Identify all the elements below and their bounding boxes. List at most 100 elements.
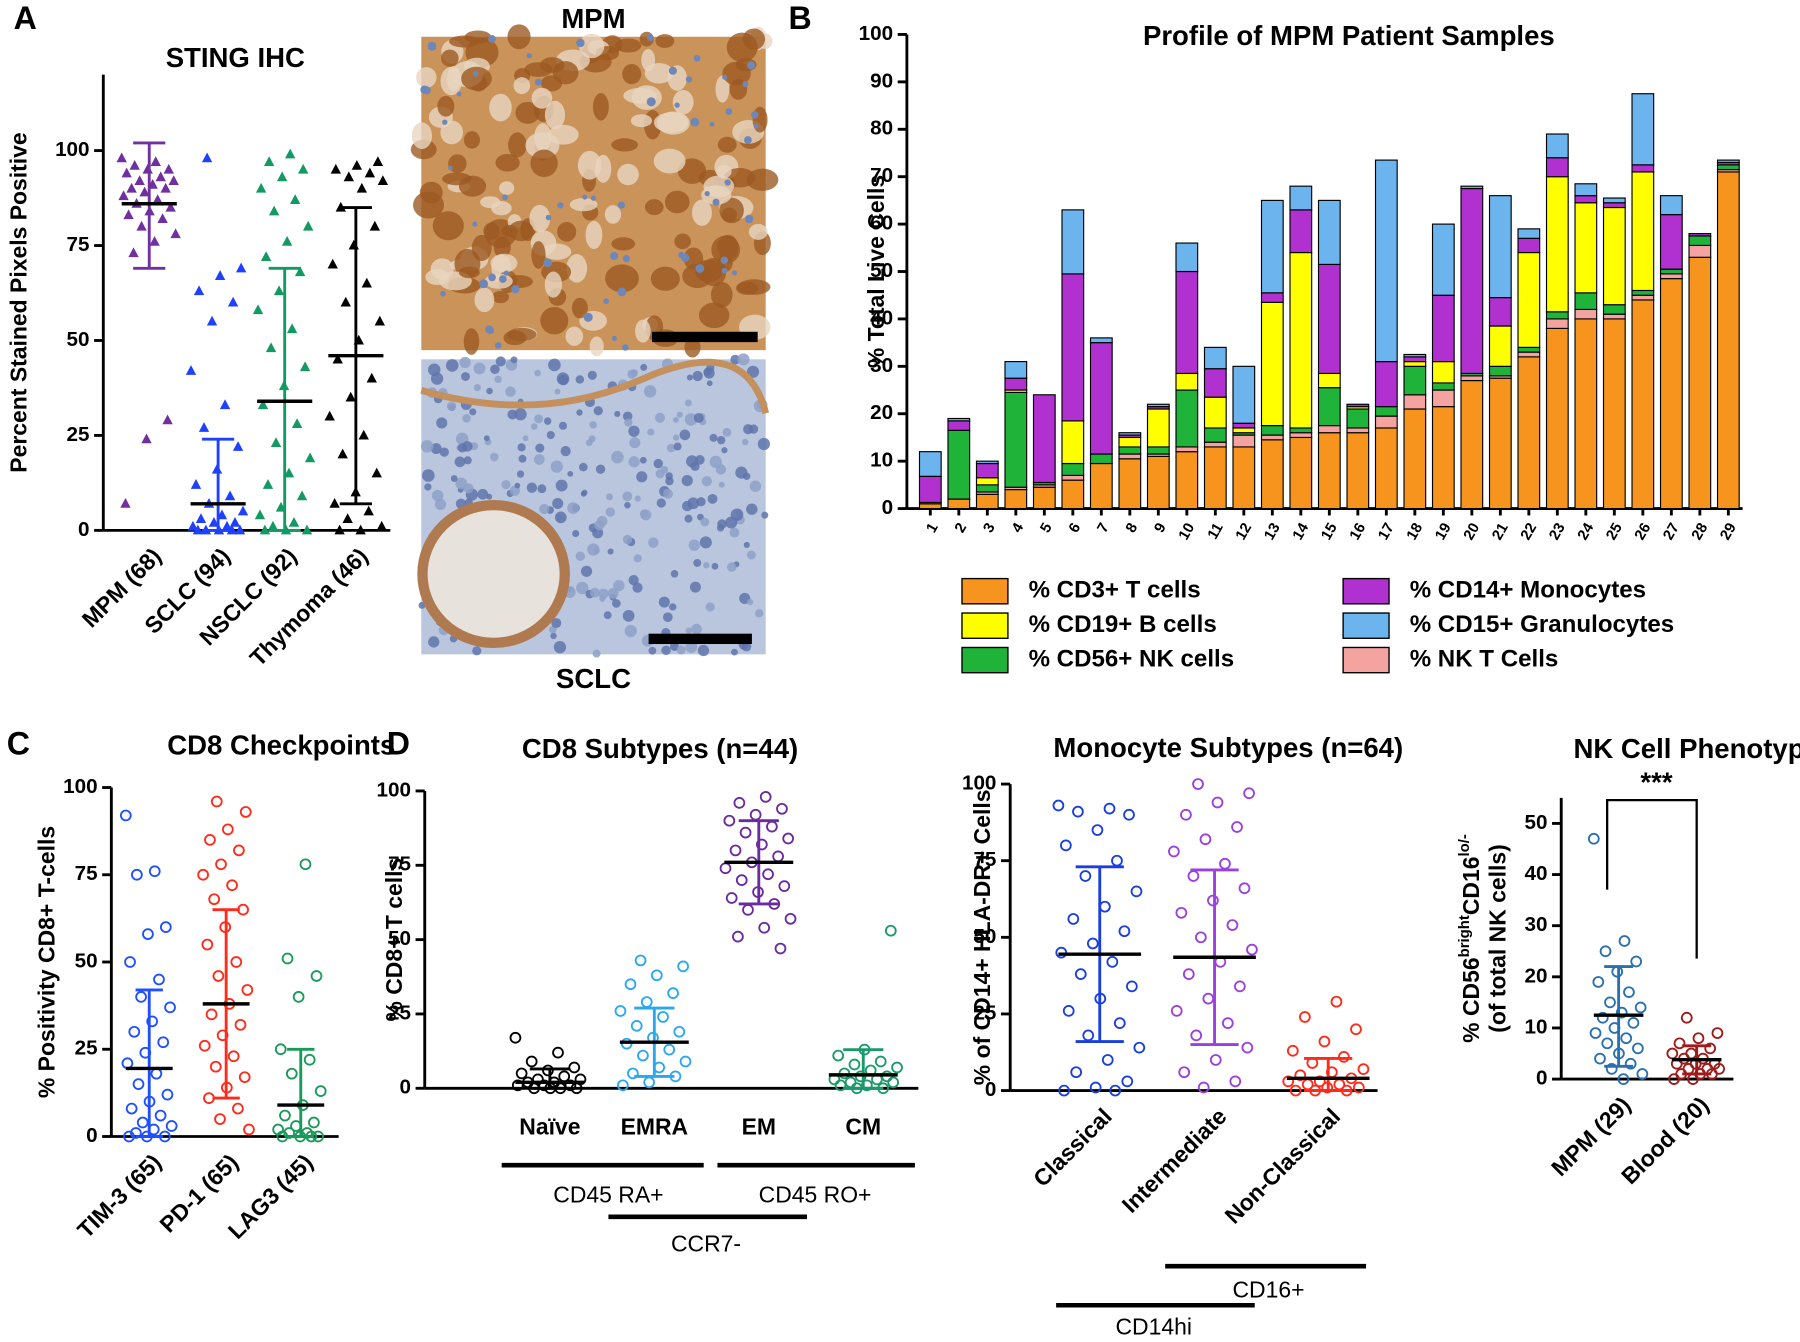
nucleus: [722, 427, 732, 437]
data-point: [1133, 1041, 1146, 1054]
nucleus: [673, 442, 682, 451]
data-point: [1197, 1081, 1210, 1094]
nucleus: [663, 488, 673, 499]
nucleus: [668, 66, 677, 75]
data-point: [136, 1116, 149, 1129]
cell: [737, 279, 771, 295]
bar-segment: [1403, 365, 1427, 396]
y-tick-label: 0: [1536, 1067, 1548, 1090]
data-point: [252, 304, 264, 315]
data-point: [729, 844, 742, 857]
nucleus: [742, 438, 749, 446]
data-point: [1330, 995, 1343, 1008]
data-point: [1103, 802, 1116, 815]
nucleus: [537, 484, 547, 494]
data-point: [285, 148, 296, 159]
bar-segment: [1317, 432, 1341, 510]
nucleus: [554, 388, 561, 395]
bar-segment: [1203, 368, 1227, 398]
data-point: [121, 167, 132, 178]
nucleus: [501, 480, 511, 490]
bar-segment: [1659, 268, 1683, 275]
data-point: [627, 1067, 639, 1080]
nucleus: [612, 599, 621, 608]
error-bar: [529, 1067, 570, 1090]
data-point: [118, 190, 129, 201]
nucleus: [643, 385, 657, 398]
data-point: [330, 163, 341, 174]
data-point: [515, 1067, 528, 1080]
panel-label: A: [14, 0, 37, 36]
y-tick-label: 25: [388, 1001, 411, 1024]
y-axis-label: (of total NK cells): [1484, 844, 1510, 1033]
nucleus: [610, 251, 619, 261]
data-point: [198, 422, 210, 432]
cell: [672, 89, 694, 115]
data-point: [1246, 943, 1258, 956]
data-point: [1618, 935, 1631, 947]
data-point: [1620, 1032, 1633, 1045]
nucleus: [684, 514, 693, 523]
x-tick-label: 12: [1232, 520, 1255, 543]
x-tick-label: 2: [951, 520, 970, 536]
data-point: [126, 182, 137, 193]
nucleus: [743, 472, 751, 480]
data-point: [234, 1018, 247, 1031]
y-tick-label: 70: [870, 164, 893, 187]
nucleus: [729, 527, 740, 538]
y-tick-label: 0: [78, 518, 90, 541]
cell: [577, 150, 602, 180]
cell: [531, 87, 553, 109]
data-point: [630, 1019, 643, 1032]
data-point: [141, 433, 152, 444]
data-point: [263, 156, 275, 167]
cell: [501, 224, 519, 237]
error-bar: [843, 1048, 884, 1090]
data-point: [334, 524, 345, 535]
nucleus: [746, 598, 754, 606]
data-point: [848, 1058, 861, 1071]
bar-segment: [1403, 394, 1427, 410]
y-tick-label: 60: [870, 212, 893, 235]
nucleus: [516, 470, 525, 478]
nucleus: [692, 370, 703, 382]
x-tick-label: 4: [1008, 519, 1027, 535]
nucleus: [748, 424, 759, 434]
data-point: [509, 1031, 522, 1044]
nucleus: [753, 123, 759, 129]
nucleus: [705, 602, 715, 612]
legend-label: % CD14+ Monocytes: [1410, 577, 1646, 604]
data-point: [1318, 1035, 1331, 1048]
data-point: [206, 315, 218, 326]
data-point: [723, 814, 736, 827]
cell: [622, 63, 642, 85]
nucleus: [539, 503, 550, 515]
data-point: [739, 826, 752, 839]
nucleus: [534, 454, 545, 465]
nucleus: [530, 423, 538, 430]
bar-segment: [1460, 185, 1484, 190]
nucleus: [646, 34, 654, 42]
x-tick-label: 16: [1346, 520, 1369, 543]
bar-segment: [1203, 396, 1227, 429]
data-point: [224, 490, 236, 501]
cell: [719, 197, 744, 224]
data-point: [193, 285, 205, 296]
nucleus: [700, 517, 710, 527]
bar-segment: [1431, 361, 1455, 384]
data-point: [259, 524, 271, 535]
data-point: [874, 1055, 887, 1068]
nucleus: [585, 439, 593, 447]
nucleus: [622, 411, 633, 421]
legend-swatch: [1342, 577, 1390, 605]
nucleus: [670, 570, 679, 578]
data-point: [210, 795, 223, 808]
data-point: [340, 296, 351, 307]
bar-segment: [1631, 164, 1655, 173]
nucleus: [486, 326, 495, 335]
bar-segment: [1545, 327, 1569, 510]
data-point: [650, 969, 663, 982]
cell: [491, 290, 510, 304]
bar-segment: [1403, 408, 1427, 510]
data-point: [324, 410, 335, 421]
